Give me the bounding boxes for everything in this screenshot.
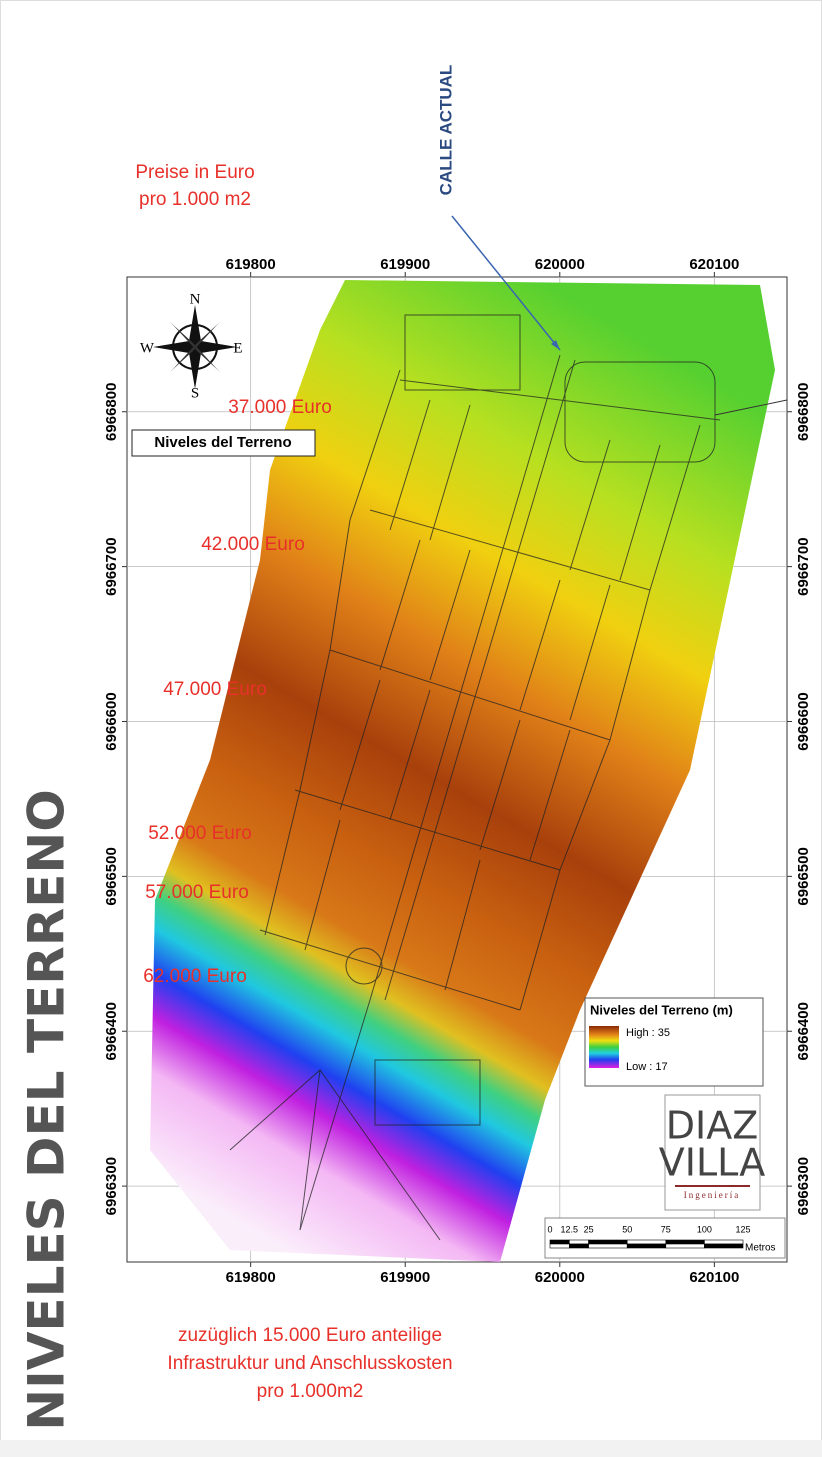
footer-note: Infrastruktur und Anschlusskosten (167, 1353, 452, 1374)
ticks: 619800 619800 619900 619900 620000 620000 6201… (103, 256, 812, 1286)
footer-note: pro 1.000m2 (257, 1381, 364, 1402)
legend-ramp (589, 1026, 619, 1068)
inset-label: Niveles del Terreno (154, 434, 291, 451)
scale-segment-bottom (665, 1243, 705, 1249)
scale-bar-box (544, 1217, 786, 1259)
scale-unit: Metros (745, 1243, 776, 1254)
price-zone: 42.000 Euro (201, 534, 305, 555)
scale-segment-bottom (626, 1243, 667, 1249)
price-zone: 37.000 Euro (228, 397, 332, 418)
street-arrowhead (551, 340, 560, 350)
y-tick-label-right: 6966600 (795, 692, 812, 750)
scale-bar: 0 12.5 25 50 75 100 125 Metros (547, 1224, 775, 1253)
logo-line1: DIAZ (666, 1104, 759, 1148)
compass-w: W (140, 340, 155, 356)
legend-high: High : 35 (626, 1027, 670, 1039)
legend-title: Niveles del Terreno (m) (590, 1002, 733, 1017)
leader-line (714, 399, 788, 416)
scale-tick-label: 125 (735, 1224, 750, 1234)
logo-subtitle: Ingeniería (684, 1190, 740, 1200)
logo-line2: VILLA (659, 1141, 765, 1185)
terrain-raster (150, 280, 775, 1262)
price-note: pro 1.000 m2 (139, 189, 251, 210)
y-tick-label-left: 6966700 (103, 537, 120, 595)
x-tick-label-top: 620000 (535, 256, 585, 273)
scale-tick-label: 75 (661, 1224, 671, 1234)
inset-label-box (131, 429, 316, 457)
scale-tick-label: 0 (547, 1224, 552, 1234)
scale-segment-bottom (588, 1243, 628, 1249)
scale-tick-label: 100 (697, 1224, 712, 1234)
street-label: CALLE ACTUAL (436, 65, 455, 196)
x-tick-label-top: 619900 (380, 256, 430, 273)
y-tick-label-left: 6966600 (103, 692, 120, 750)
street-arrow (451, 215, 561, 351)
scale-segment-bottom (549, 1243, 570, 1249)
y-tick-label-left: 6966300 (103, 1157, 120, 1215)
price-zone: 62.000 Euro (143, 966, 247, 987)
x-tick-label-bottom: 620000 (535, 1269, 585, 1286)
lot-layout (229, 314, 721, 1241)
x-tick-label-bottom: 619800 (226, 1269, 276, 1286)
y-tick-label-right: 6966400 (795, 1002, 812, 1060)
bottom-band (0, 1440, 822, 1457)
scale-segment-top (588, 1239, 628, 1245)
scale-segment-bottom (568, 1243, 589, 1249)
y-tick-label-left: 6966800 (103, 383, 120, 441)
compass-n: N (190, 291, 201, 307)
scale-segment-top (665, 1239, 705, 1245)
scale-segment-bottom (704, 1243, 744, 1249)
scale-segment-top (549, 1239, 570, 1245)
price-zone: 52.000 Euro (148, 823, 252, 844)
compass-rose (153, 305, 237, 389)
compass-s: S (191, 385, 199, 401)
y-tick-label-left: 6966500 (103, 847, 120, 905)
notes: Preise in Euro pro 1.000 m2 37.000 Euro 42.… (18, 162, 453, 1431)
legend-low: Low : 17 (626, 1061, 668, 1073)
scale-tick-label: 12.5 (561, 1224, 579, 1234)
y-tick-label-right: 6966500 (795, 847, 812, 905)
footer-note: zuzüglich 15.000 Euro anteilige (178, 1325, 442, 1346)
x-tick-label-top: 619800 (226, 256, 276, 273)
side-title: NIVELES DEL TERRENO (18, 789, 76, 1430)
scale-segment-top (704, 1239, 744, 1245)
scale-tick-label: 50 (622, 1224, 632, 1234)
y-tick-label-right: 6966700 (795, 537, 812, 595)
scale-tick-label: 25 (584, 1224, 594, 1234)
y-tick-label-right: 6966800 (795, 383, 812, 441)
logo-box (664, 1094, 761, 1211)
price-zone: 47.000 Euro (163, 679, 267, 700)
y-tick-label-left: 6966400 (103, 1002, 120, 1060)
compass-e: E (233, 340, 242, 356)
x-tick-label-top: 620100 (689, 256, 739, 273)
scale-segment-top (568, 1239, 589, 1245)
scale-segment-top (626, 1239, 667, 1245)
x-tick-label-bottom: 619900 (380, 1269, 430, 1286)
price-note: Preise in Euro (135, 162, 254, 183)
y-tick-label-right: 6966300 (795, 1157, 812, 1215)
x-tick-label-bottom: 620100 (689, 1269, 739, 1286)
price-zone: 57.000 Euro (145, 882, 249, 903)
